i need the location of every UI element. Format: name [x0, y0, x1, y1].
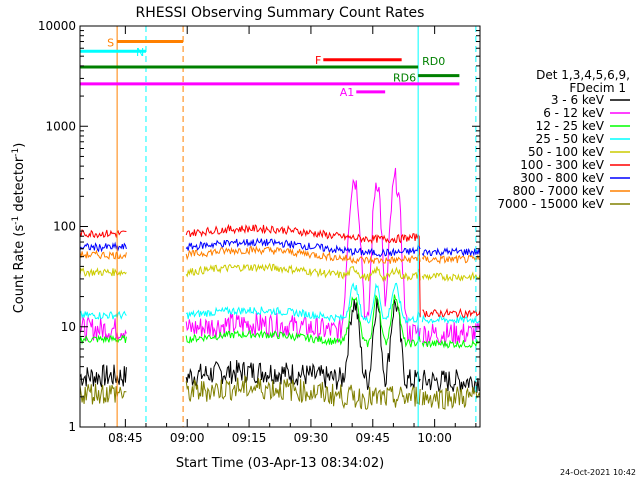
- y-tick-label-2: 10: [61, 320, 76, 334]
- series-line-3-seg-1: [80, 334, 127, 345]
- series-line-2-seg-2: [185, 167, 421, 343]
- legend-header-line-2: FDecim 1: [569, 81, 626, 95]
- series-line-3-seg-2: [185, 294, 421, 348]
- flag-label-a1: A1: [340, 86, 355, 99]
- y-label-sup-1: -1: [11, 216, 21, 225]
- legend-label-2: 6 - 12 keV: [543, 106, 605, 120]
- legend-label-5: 50 - 100 keV: [528, 145, 605, 159]
- series-line-7-seg-1: [80, 241, 127, 253]
- series-line-2-seg-3: [422, 322, 480, 346]
- series-line-4-seg-1: [80, 310, 127, 320]
- legend-label-3: 12 - 25 keV: [536, 119, 605, 133]
- series-line-6-seg-2: [185, 223, 421, 318]
- series-line-6-seg-3: [422, 307, 480, 319]
- legend-label-9: 7000 - 15000 keV: [497, 197, 604, 211]
- y-label-sup-2: -1: [11, 148, 21, 157]
- series-line-9-seg-1: [80, 383, 127, 405]
- y-label-part-3: ): [12, 143, 27, 148]
- flag-label-f: F: [315, 54, 321, 67]
- series-line-1-seg-3: [421, 369, 480, 395]
- series-line-4-seg-2: [185, 282, 421, 324]
- x-tick-label-6: 10:00: [417, 431, 452, 445]
- chart-title: RHESSI Observing Summary Count Rates: [136, 5, 425, 21]
- flag-label-s: S: [107, 37, 114, 50]
- series-line-7-seg-2: [185, 237, 421, 258]
- y-tick-label-5: 10000: [38, 19, 76, 33]
- series-line-5-seg-1: [80, 266, 127, 278]
- series-line-1-seg-1: [80, 364, 127, 388]
- y-axis-label: Count Rate (s-1 detector-1): [11, 143, 27, 314]
- series-line-4-seg-3: [421, 314, 480, 325]
- y-label-part-1: Count Rate (s: [12, 225, 27, 314]
- x-tick-label-1: 08:45: [108, 431, 143, 445]
- x-tick-label-2: 09:00: [170, 431, 205, 445]
- series-line-5-seg-2: [185, 262, 421, 283]
- flag-label-n: N: [136, 46, 144, 59]
- flag-label-rd6: RD6: [393, 72, 416, 85]
- series-line-7-seg-3: [421, 246, 480, 257]
- flag-label-a0: A0: [63, 78, 78, 91]
- series-line-9-seg-3: [421, 386, 480, 410]
- y-tick-label-3: 100: [53, 220, 76, 234]
- legend-label-6: 100 - 300 keV: [520, 158, 604, 172]
- legend-label-4: 25 - 50 keV: [536, 132, 605, 146]
- flag-label-rd0: RD0: [422, 55, 445, 68]
- footer-timestamp: 24-Oct-2021 10:42: [560, 468, 636, 477]
- series-line-1-seg-2: [185, 298, 421, 390]
- series-line-8-seg-2: [185, 245, 421, 265]
- series-line-8-seg-3: [421, 254, 480, 265]
- x-tick-label-4: 09:30: [294, 431, 329, 445]
- legend-label-8: 800 - 7000 keV: [513, 184, 605, 198]
- x-axis-label: Start Time (03-Apr-13 08:34:02): [176, 456, 384, 471]
- series-line-8-seg-1: [80, 249, 127, 260]
- legend-header-line-1: Det 1,3,4,5,6,9,: [536, 68, 630, 82]
- series-line-9-seg-2: [185, 375, 421, 410]
- legend-label-1: 3 - 6 keV: [551, 93, 605, 107]
- plot-frame: [79, 25, 481, 428]
- series-line-2-seg-1: [80, 315, 127, 342]
- x-tick-label-3: 09:15: [232, 431, 267, 445]
- y-tick-label-1: 1: [68, 420, 76, 434]
- series-line-6-seg-1: [80, 229, 127, 239]
- legend-label-7: 300 - 800 keV: [520, 171, 604, 185]
- y-label-part-2: detector: [12, 156, 27, 216]
- series-line-5-seg-3: [421, 271, 480, 283]
- x-tick-label-5: 09:45: [355, 431, 390, 445]
- y-tick-label-4: 1000: [45, 119, 76, 133]
- series-line-3-seg-3: [421, 338, 480, 349]
